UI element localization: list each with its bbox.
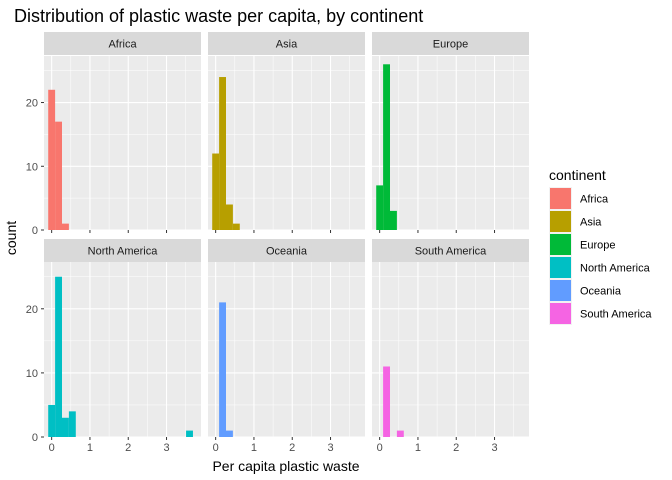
facet-strip bbox=[372, 239, 529, 262]
x-tick-label: 0 bbox=[213, 442, 219, 454]
facet-panel-europe: Europe bbox=[372, 32, 529, 233]
legend-label: South America bbox=[580, 309, 652, 321]
histogram-bar bbox=[212, 153, 220, 230]
legend: continent Africa Asia Europe North America O… bbox=[549, 167, 652, 325]
legend-entry-south-america: South America bbox=[549, 302, 652, 325]
panel-background bbox=[208, 56, 365, 230]
y-tick-label: 10 bbox=[26, 161, 38, 173]
x-tick-label: 3 bbox=[491, 442, 497, 454]
legend-swatch bbox=[550, 234, 571, 255]
legend-swatch bbox=[550, 211, 571, 232]
facet-panel-oceania: Oceania 0 1 2 3 bbox=[208, 239, 365, 454]
panel-background bbox=[372, 56, 529, 230]
facet-strip bbox=[372, 32, 529, 55]
facet-strip bbox=[208, 32, 365, 55]
legend-entry-oceania: Oceania bbox=[549, 279, 622, 302]
y-tick-label: 0 bbox=[32, 225, 38, 237]
facet-strip-label: Europe bbox=[433, 39, 468, 51]
legend-swatch bbox=[550, 257, 571, 278]
histogram-bar bbox=[225, 430, 233, 437]
histogram-bar bbox=[389, 210, 397, 230]
facet-strip-label: Asia bbox=[276, 39, 298, 51]
chart-title: Distribution of plastic waste per capita… bbox=[14, 6, 423, 26]
x-tick-label: 1 bbox=[251, 442, 257, 454]
x-axis-title: Per capita plastic waste bbox=[212, 458, 359, 474]
histogram-bar bbox=[232, 223, 240, 230]
histogram-bar bbox=[61, 417, 69, 437]
histogram-bar bbox=[376, 185, 384, 230]
histogram-bar bbox=[219, 77, 226, 231]
y-tick-label: 20 bbox=[26, 304, 38, 316]
facet-strip-label: Africa bbox=[108, 39, 137, 51]
facet-strip bbox=[44, 239, 201, 262]
histogram-bar bbox=[55, 276, 62, 437]
legend-label: North America bbox=[580, 263, 651, 275]
y-tick-label: 20 bbox=[26, 98, 38, 110]
facet-panel-north-america: North America 0 1 2 3 0 10 20 bbox=[26, 239, 201, 454]
histogram-bar bbox=[48, 404, 56, 437]
legend-label: Africa bbox=[580, 194, 609, 206]
facet-strip-label: North America bbox=[88, 246, 159, 258]
panel-background bbox=[372, 262, 529, 437]
y-tick-label: 10 bbox=[26, 368, 38, 380]
facet-panel-south-america: South America 0 1 2 3 bbox=[372, 239, 529, 454]
panel-background bbox=[44, 262, 201, 437]
histogram-bar bbox=[61, 223, 69, 230]
legend-entry-north-america: North America bbox=[549, 256, 651, 279]
x-tick-label: 2 bbox=[125, 442, 131, 454]
legend-entry-europe: Europe bbox=[549, 233, 615, 256]
legend-title: continent bbox=[549, 167, 606, 183]
facet-strip-label: South America bbox=[415, 246, 487, 258]
x-tick-label: 2 bbox=[289, 442, 295, 454]
facet-panel-asia: Asia bbox=[208, 32, 365, 233]
x-tick-label: 1 bbox=[415, 442, 421, 454]
legend-label: Europe bbox=[580, 240, 615, 252]
x-tick-label: 3 bbox=[327, 442, 333, 454]
x-tick-label: 1 bbox=[87, 442, 93, 454]
facet-strip-label: Oceania bbox=[266, 246, 308, 258]
histogram-bar bbox=[225, 204, 233, 230]
legend-entry-asia: Asia bbox=[549, 210, 602, 233]
x-tick-label: 0 bbox=[49, 442, 55, 454]
x-tick-label: 0 bbox=[377, 442, 383, 454]
y-axis-title: count bbox=[3, 221, 19, 255]
histogram-bar bbox=[68, 411, 76, 437]
histogram-bar bbox=[383, 366, 390, 437]
facet-strip bbox=[208, 239, 365, 262]
histogram-bar bbox=[383, 64, 390, 231]
legend-entry-africa: Africa bbox=[549, 187, 609, 210]
histogram-bar bbox=[219, 302, 226, 437]
x-tick-label: 2 bbox=[453, 442, 459, 454]
legend-swatch bbox=[550, 188, 571, 209]
histogram-bar bbox=[55, 121, 62, 230]
histogram-bar bbox=[48, 89, 56, 231]
legend-label: Asia bbox=[580, 217, 602, 229]
panel-background bbox=[44, 56, 201, 230]
legend-label: Oceania bbox=[580, 286, 622, 298]
panel-background bbox=[208, 262, 365, 437]
histogram-bar bbox=[396, 430, 404, 437]
facet-strip bbox=[44, 32, 201, 55]
legend-swatch bbox=[550, 280, 571, 301]
facet-panel-africa: Africa 0 10 20 bbox=[26, 32, 201, 237]
histogram-bar bbox=[186, 430, 193, 437]
legend-swatch bbox=[550, 303, 571, 324]
x-tick-label: 3 bbox=[163, 442, 169, 454]
y-tick-label: 0 bbox=[32, 432, 38, 444]
